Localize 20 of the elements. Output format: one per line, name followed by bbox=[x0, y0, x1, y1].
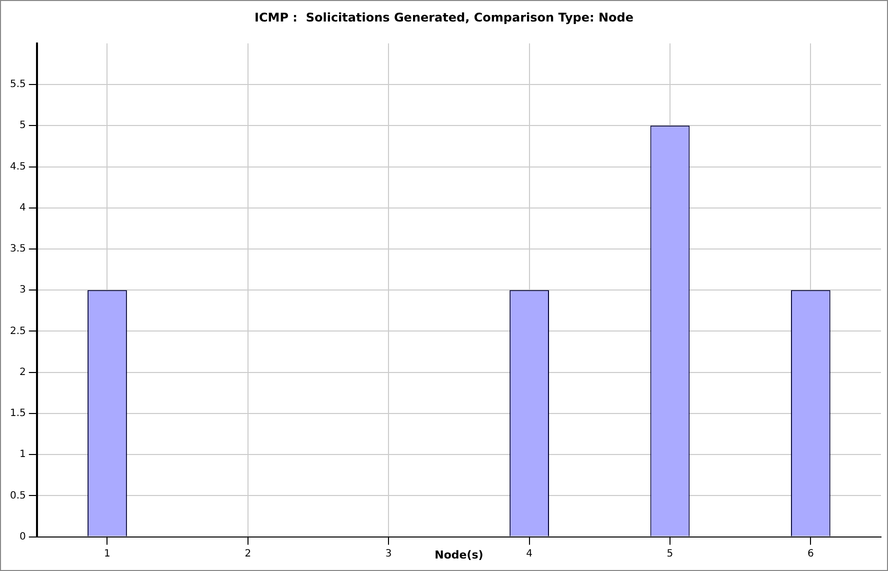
x-tick-label: 4 bbox=[526, 548, 532, 560]
x-tick-label: 2 bbox=[244, 548, 252, 560]
x-tick-label: 5 bbox=[666, 548, 674, 560]
chart-title: ICMP : Solicitations Generated, Comparison Type: Node bbox=[254, 10, 634, 24]
x-tick-label: 1 bbox=[104, 548, 110, 560]
y-tick-label: 1.5 bbox=[10, 408, 26, 420]
x-tick-label: 3 bbox=[385, 548, 392, 560]
y-tick-label: 2.5 bbox=[10, 326, 26, 337]
y-tick-label: 5 bbox=[20, 120, 26, 132]
y-tick-label: 4.5 bbox=[10, 161, 26, 172]
x-tick-label: 6 bbox=[807, 548, 814, 560]
y-tick-label: 4 bbox=[20, 202, 26, 214]
y-tick-label: 2 bbox=[20, 366, 26, 378]
y-tick-label: 3.5 bbox=[10, 244, 26, 255]
y-tick-label: 5.5 bbox=[10, 79, 26, 90]
y-tick-label: 3 bbox=[20, 284, 26, 296]
y-tick-label: 0.5 bbox=[10, 490, 26, 502]
x-axis-title: Node(s) bbox=[434, 548, 484, 562]
y-tick-label: 0 bbox=[20, 531, 26, 542]
y-tick-label: 1 bbox=[20, 449, 26, 460]
